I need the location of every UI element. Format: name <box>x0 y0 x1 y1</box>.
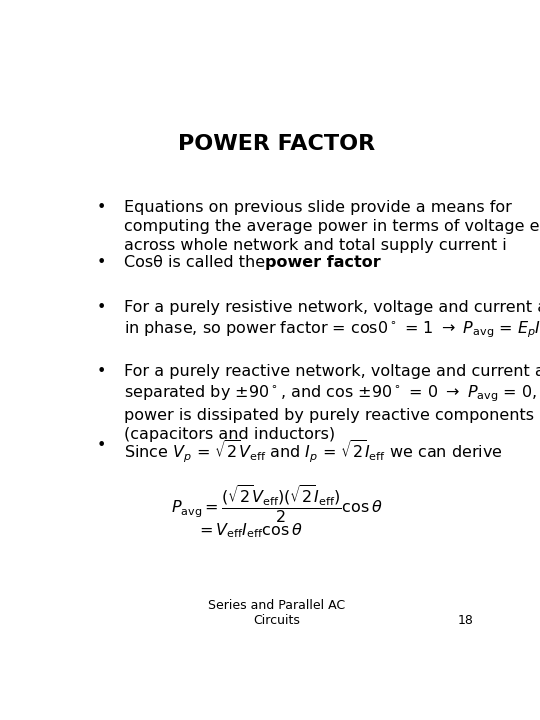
Text: •: • <box>97 364 106 379</box>
Text: •: • <box>97 300 106 315</box>
Text: $P_{\mathrm{avg}} = \dfrac{(\sqrt{2}V_{\mathrm{eff}})(\sqrt{2}I_{\mathrm{eff}})}: $P_{\mathrm{avg}} = \dfrac{(\sqrt{2}V_{\… <box>171 483 383 525</box>
Text: $= V_{\mathrm{eff}}I_{\mathrm{eff}}\cos\theta$: $= V_{\mathrm{eff}}I_{\mathrm{eff}}\cos\… <box>196 521 303 540</box>
Text: For a purely reactive network, voltage and current are
separated by $\pm$90$^\ci: For a purely reactive network, voltage a… <box>124 364 540 443</box>
Text: power factor: power factor <box>265 256 381 271</box>
Text: Equations on previous slide provide a means for
computing the average power in t: Equations on previous slide provide a me… <box>124 200 539 253</box>
Text: Since $V_p$ = $\sqrt{2}V_{\mathrm{eff}}$ and $I_p$ = $\sqrt{2}I_{\mathrm{eff}}$ : Since $V_p$ = $\sqrt{2}V_{\mathrm{eff}}$… <box>124 438 503 465</box>
Text: •: • <box>97 438 106 454</box>
Text: 18: 18 <box>457 614 474 627</box>
Text: •: • <box>97 200 106 215</box>
Text: Series and Parallel AC
Circuits: Series and Parallel AC Circuits <box>208 599 345 627</box>
Text: For a purely resistive network, voltage and current are
in phase, so power facto: For a purely resistive network, voltage … <box>124 300 540 341</box>
Text: POWER FACTOR: POWER FACTOR <box>178 133 375 153</box>
Text: Cosθ is called the: Cosθ is called the <box>124 256 270 271</box>
Text: •: • <box>97 256 106 271</box>
